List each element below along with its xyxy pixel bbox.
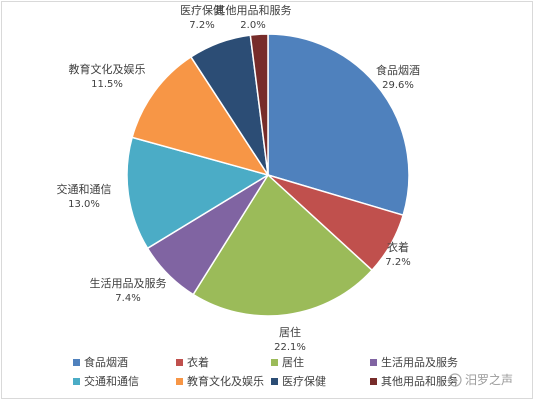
- slice-label-value-8: 2.0%: [240, 20, 265, 31]
- legend-swatch-1: [73, 359, 80, 366]
- legend-swatch-2: [176, 359, 183, 366]
- slice-label-value-2: 7.2%: [385, 257, 410, 268]
- pie-slice-5: [126, 136, 270, 250]
- slice-label-name-7: 医疗保健: [180, 3, 224, 17]
- slice-label-name-8: 其他用品和服务: [215, 4, 292, 17]
- legend-label-1: 食品烟酒: [84, 355, 128, 369]
- pie-slice-1: [267, 33, 410, 217]
- legend-label-2: 衣着: [187, 355, 209, 369]
- legend-label-7: 医疗保健: [282, 374, 326, 388]
- slice-label-name-3: 居住: [279, 325, 301, 339]
- legend-label-5: 交通和通信: [84, 374, 139, 388]
- slice-label-name-2: 衣着: [387, 240, 409, 254]
- slice-label-value-3: 22.1%: [274, 342, 306, 353]
- legend-swatch-7: [271, 378, 278, 385]
- legend-label-3: 居住: [282, 355, 304, 369]
- legend-label-6: 教育文化及娱乐: [187, 374, 264, 388]
- pie-slices: [126, 33, 410, 317]
- watermark-text: 汨罗之声: [465, 373, 513, 387]
- slice-label-value-6: 11.5%: [91, 79, 123, 90]
- pie-slice-6: [131, 55, 270, 177]
- slice-label-value-7: 7.2%: [189, 20, 214, 31]
- slice-label-value-5: 13.0%: [68, 199, 100, 210]
- slice-label-name-4: 生活用品及服务: [90, 276, 167, 290]
- watermark-logo-icon: [448, 373, 462, 387]
- pie-slice-8: [249, 33, 269, 176]
- legend-swatch-3: [271, 359, 278, 366]
- slice-labels: 食品烟酒 29.6% 衣着 7.2% 居住 22.1% 生活用品及服务 7.4% 交通和通信 13…: [57, 3, 421, 353]
- legend-label-4: 生活用品及服务: [381, 355, 458, 369]
- slice-label-name-6: 教育文化及娱乐: [69, 62, 146, 76]
- legend-label-8: 其他用品和服务: [381, 375, 458, 388]
- legend-swatch-5: [73, 378, 80, 385]
- slice-label-name-1: 食品烟酒: [376, 63, 420, 77]
- slice-label-value-1: 29.6%: [382, 80, 414, 91]
- watermark-logo-dot: [453, 378, 457, 382]
- slice-label-name-5: 交通和通信: [57, 182, 112, 196]
- slice-label-value-4: 7.4%: [115, 293, 140, 304]
- watermark: 汨罗之声: [448, 373, 513, 387]
- legend-swatch-6: [176, 378, 183, 385]
- legend-swatch-4: [370, 359, 377, 366]
- pie-slice-3: [192, 173, 374, 317]
- legend-swatch-8: [370, 378, 377, 385]
